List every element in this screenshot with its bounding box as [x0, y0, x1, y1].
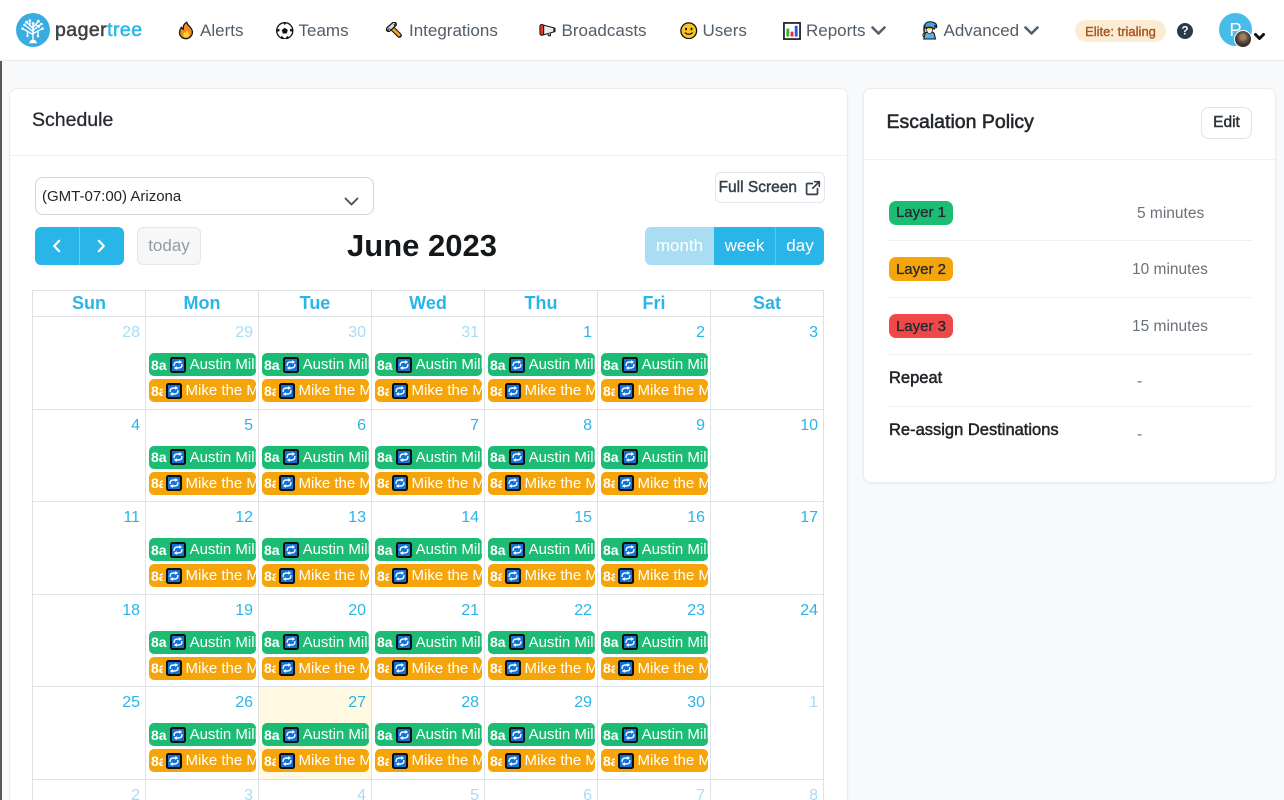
- svg-text:?: ?: [1181, 26, 1188, 38]
